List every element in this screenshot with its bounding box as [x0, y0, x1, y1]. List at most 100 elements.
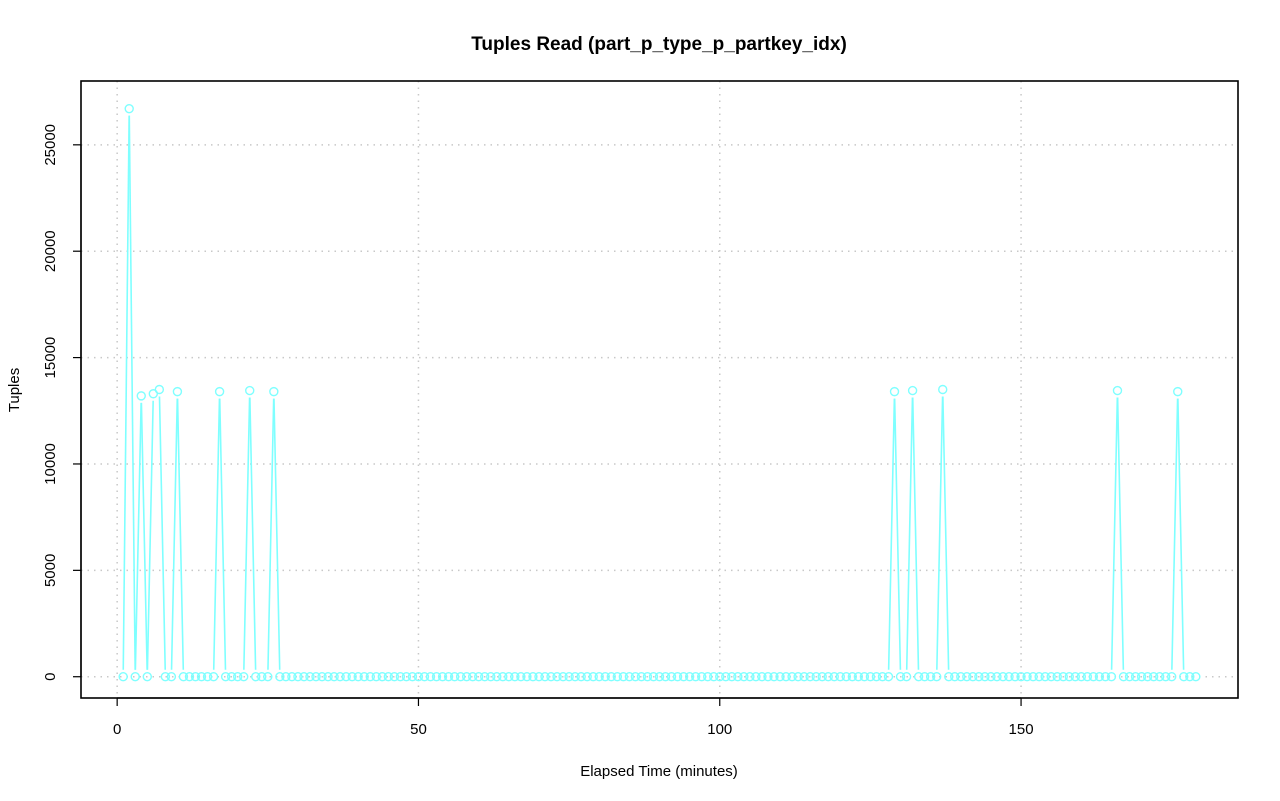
data-point [956, 672, 966, 682]
x-tick-label: 150 [1009, 721, 1034, 738]
data-point [1112, 385, 1123, 396]
y-tick-label: 20000 [42, 230, 59, 272]
data-point [431, 672, 442, 682]
series-segment [887, 398, 896, 670]
data-point [504, 672, 514, 682]
series-segment [128, 115, 136, 670]
data-point [757, 672, 767, 682]
data-point [763, 672, 773, 682]
data-point [455, 672, 466, 682]
y-tick-label: 25000 [42, 124, 59, 166]
data-point [1173, 386, 1183, 397]
x-tick-label: 50 [410, 721, 427, 738]
x-tick-label: 0 [113, 721, 121, 738]
data-point [636, 672, 647, 682]
y-tick-label: 5000 [42, 554, 59, 587]
data-point [425, 672, 436, 682]
data-point [1046, 672, 1056, 682]
data-point [919, 672, 930, 682]
data-point [347, 672, 357, 682]
data-point [275, 672, 285, 682]
data-point [293, 672, 303, 682]
series-segment [911, 397, 920, 670]
data-point [998, 672, 1008, 682]
data-point [154, 384, 165, 395]
data-point [353, 672, 363, 682]
data-point [437, 672, 448, 682]
data-point [269, 386, 279, 397]
data-point [642, 672, 653, 682]
data-point [865, 672, 876, 682]
data-point [931, 672, 942, 682]
data-point [172, 386, 183, 397]
data-point [925, 672, 936, 682]
data-point [1148, 672, 1159, 682]
data-point [329, 672, 339, 682]
data-point [974, 672, 984, 682]
data-point [401, 672, 412, 682]
data-point [606, 672, 616, 682]
data-point [118, 672, 128, 682]
data-point [263, 672, 273, 682]
series-segment [170, 398, 179, 670]
data-point [1160, 672, 1171, 682]
x-tick-label: 100 [707, 721, 732, 738]
data-point [666, 672, 677, 682]
data-point [709, 672, 719, 682]
data-point [480, 672, 490, 682]
data-point [202, 672, 213, 682]
data-point [323, 672, 333, 682]
data-point [775, 672, 785, 682]
data-point [895, 672, 906, 682]
data-point [1034, 672, 1044, 682]
data-point [220, 672, 231, 682]
data-point [1179, 672, 1189, 682]
data-point [835, 672, 845, 682]
data-point [1142, 672, 1153, 682]
series-segment [134, 402, 142, 670]
series-segment [140, 402, 148, 670]
series-segment [122, 115, 130, 670]
data-point [178, 672, 189, 682]
data-point [660, 672, 671, 682]
data-point [968, 672, 978, 682]
data-point [612, 672, 623, 682]
data-point [461, 672, 472, 682]
data-point [546, 672, 556, 682]
data-point [883, 672, 894, 682]
data-point [1118, 672, 1129, 682]
chart-title: Tuples Read (part_p_type_p_partkey_idx) [471, 34, 847, 55]
data-point [805, 672, 815, 682]
data-point [684, 672, 695, 682]
data-point [1058, 672, 1068, 682]
data-point [486, 672, 496, 682]
data-point [727, 672, 737, 682]
series-segment [1110, 397, 1119, 670]
data-point [980, 672, 990, 682]
data-point [1136, 672, 1147, 682]
data-point [1052, 672, 1062, 682]
data-point [1154, 672, 1165, 682]
data-point [419, 672, 430, 682]
series-segment [936, 396, 944, 670]
series-segment [1177, 398, 1185, 670]
data-point [365, 672, 375, 682]
data-point [594, 672, 604, 682]
data-point [799, 672, 809, 682]
data-point [564, 672, 574, 682]
data-point [1010, 672, 1020, 682]
y-tick-label: 0 [42, 673, 59, 681]
data-point [1106, 672, 1117, 682]
data-point [516, 672, 526, 682]
data-point [443, 672, 454, 682]
series-tuples [118, 103, 1201, 682]
x-axis-label: Elapsed Time (minutes) [580, 763, 738, 780]
data-point [389, 672, 400, 682]
data-point [160, 672, 171, 682]
data-point [1191, 672, 1201, 682]
data-point [124, 103, 134, 114]
data-point [208, 672, 219, 682]
data-point [498, 672, 508, 682]
data-point [413, 672, 424, 682]
